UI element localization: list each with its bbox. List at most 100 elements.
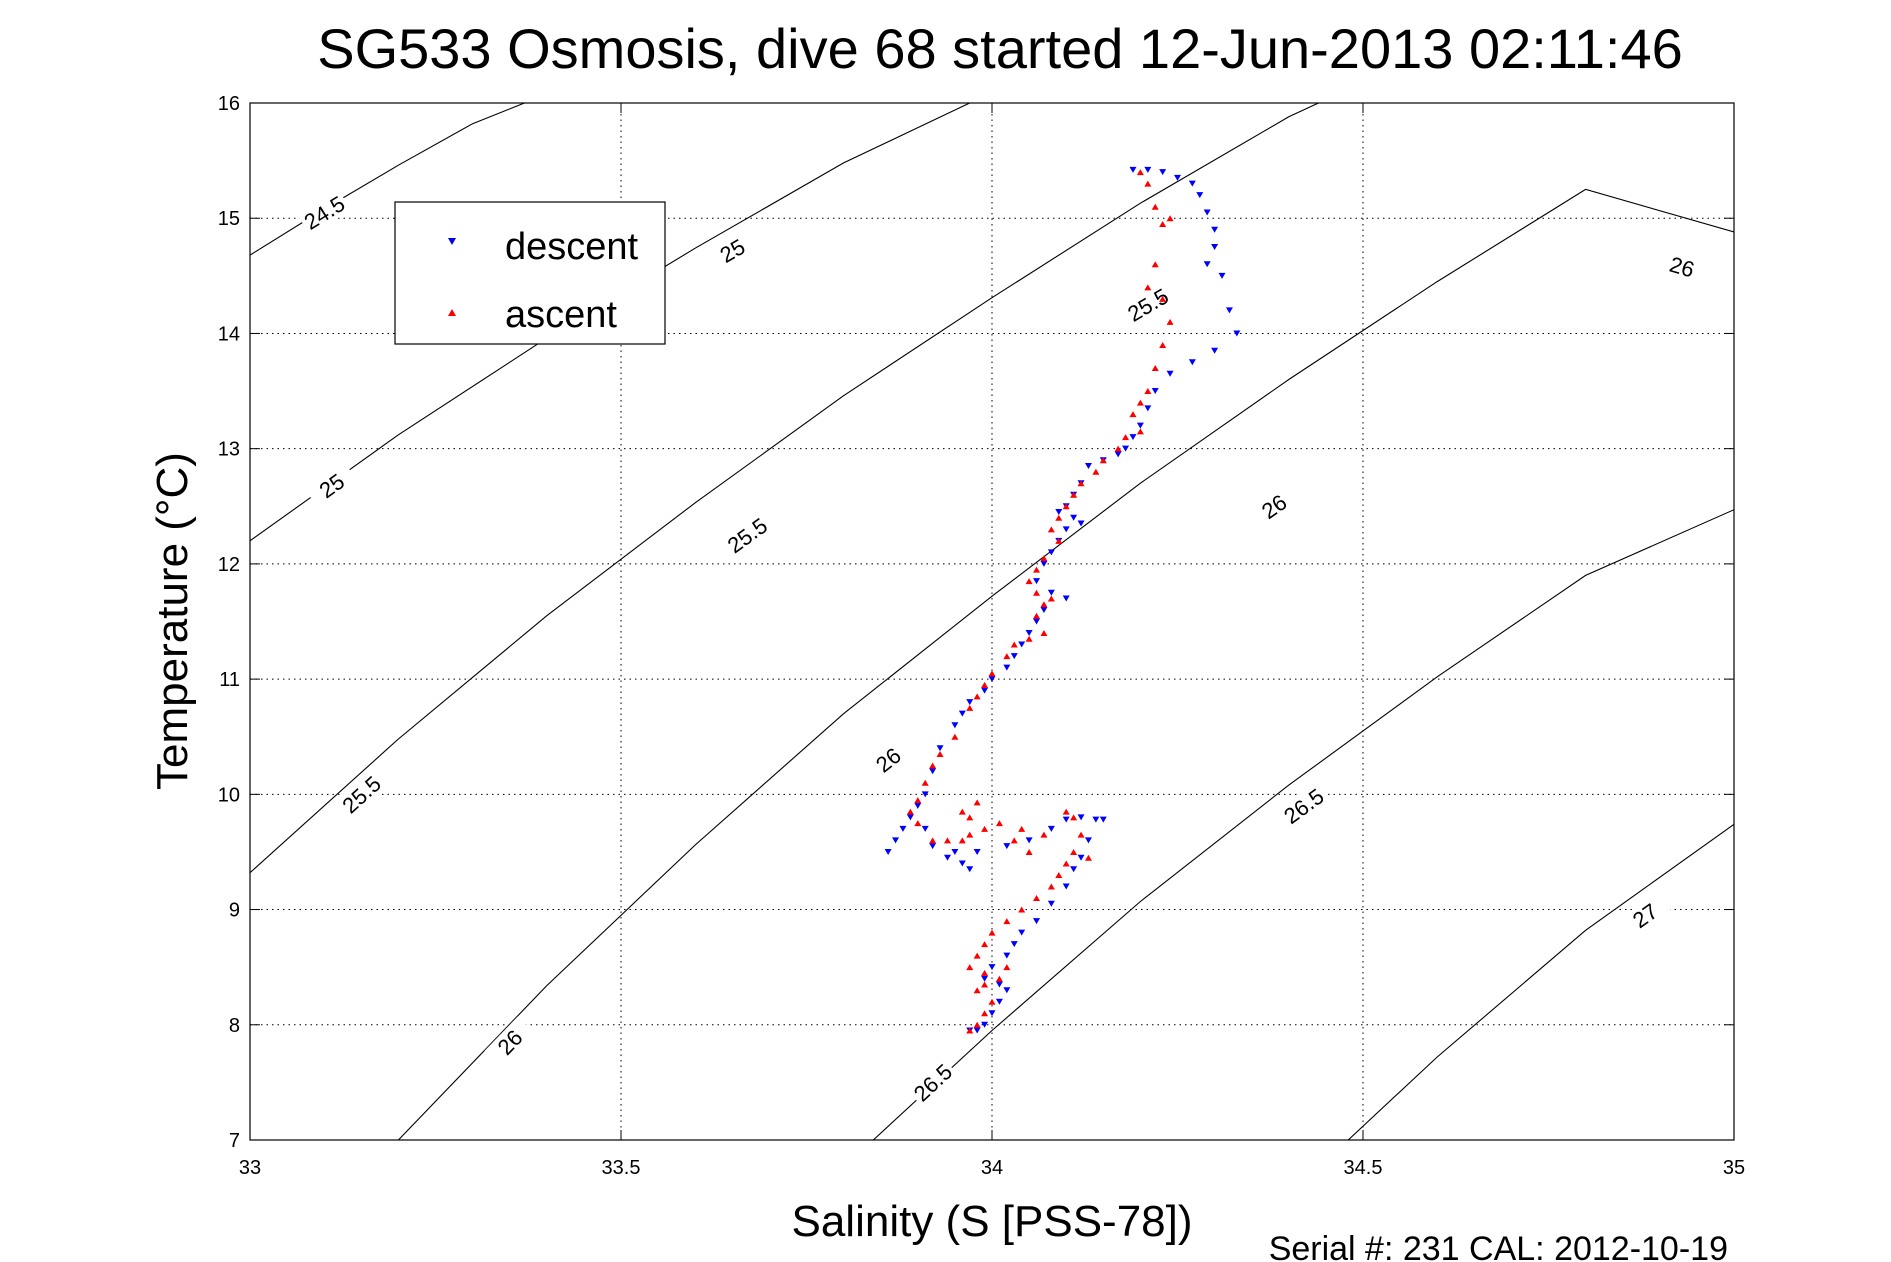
ascent-point xyxy=(981,981,989,988)
descent-point xyxy=(981,975,989,982)
descent-point xyxy=(1062,526,1070,533)
ascent-point xyxy=(966,964,974,971)
ascent-point xyxy=(1070,814,1078,821)
density-contour-27 xyxy=(1347,823,1734,1140)
contour-label-bg xyxy=(484,1016,535,1068)
descent-point xyxy=(1003,987,1011,994)
ascent-point xyxy=(973,693,981,700)
descent-point xyxy=(1144,405,1152,412)
ascent-point xyxy=(951,733,959,740)
ascent-point xyxy=(1003,653,1011,660)
descent-point xyxy=(1166,370,1174,377)
contour-label-bg xyxy=(305,461,359,510)
y-tick-label: 13 xyxy=(218,439,240,461)
descent-point xyxy=(1010,941,1018,948)
y-tick-label: 8 xyxy=(229,1015,240,1037)
descent-point xyxy=(1040,606,1048,613)
ascent-point xyxy=(1092,468,1100,475)
descent-point xyxy=(951,722,959,729)
ascent-point xyxy=(1003,918,1011,925)
descent-point xyxy=(906,814,914,821)
y-tick-label: 11 xyxy=(219,669,240,691)
ascent-point xyxy=(1084,854,1092,861)
ascent-point xyxy=(914,797,922,804)
descent-point xyxy=(1033,618,1041,625)
descent-point xyxy=(1218,272,1226,279)
descent-point xyxy=(1211,226,1219,233)
descent-point xyxy=(1151,388,1159,395)
descent-point xyxy=(1188,180,1196,187)
descent-point xyxy=(1025,837,1033,844)
descent-point xyxy=(1122,445,1130,452)
ascent-point xyxy=(1033,895,1041,902)
descent-point xyxy=(1136,422,1144,429)
ascent-point xyxy=(1055,871,1063,878)
descent-point xyxy=(951,848,959,855)
density-contour-26 xyxy=(398,188,1734,1140)
contour-label-bg xyxy=(1618,891,1672,940)
descent-point xyxy=(1047,589,1055,596)
contour-label-bg xyxy=(861,735,915,785)
descent-point xyxy=(988,964,996,971)
ascent-point xyxy=(1062,503,1070,510)
ascent-point xyxy=(1077,831,1085,838)
descent-point xyxy=(1144,166,1152,173)
descent-point xyxy=(1070,866,1078,873)
descent-point xyxy=(1018,641,1026,648)
ascent-point xyxy=(966,831,974,838)
axis-ticks: 33 33.5 34 34.5 35 7 8 9 10 11 12 13 14 15 16 xyxy=(218,93,1745,1179)
x-tick-label: 33 xyxy=(239,1157,261,1179)
ascent-point xyxy=(1159,220,1167,227)
descent-point xyxy=(966,866,974,873)
descent-point xyxy=(1062,883,1070,890)
descent-point xyxy=(1196,192,1204,199)
descent-point xyxy=(1047,549,1055,556)
y-tick-label: 15 xyxy=(218,208,240,230)
descent-point xyxy=(1070,514,1078,521)
descent-point xyxy=(1047,825,1055,832)
contour-label-bg xyxy=(1655,248,1709,285)
ascent-point xyxy=(1099,457,1107,464)
ascent-point xyxy=(1033,589,1041,596)
descent-point xyxy=(1025,630,1033,637)
ascent-point xyxy=(1122,434,1130,441)
descent-point xyxy=(973,848,981,855)
ascent-point xyxy=(1151,203,1159,210)
descent-point xyxy=(958,710,966,717)
ascent-point xyxy=(1151,365,1159,372)
ascent-point xyxy=(1040,630,1048,637)
descent-point xyxy=(981,687,989,694)
descent-point xyxy=(929,843,937,850)
descent-point xyxy=(914,802,922,809)
ascent-point xyxy=(1055,537,1063,544)
descent-point xyxy=(921,791,929,798)
ascent-point xyxy=(1077,480,1085,487)
ascent-point xyxy=(1070,491,1078,498)
legend-label-ascent: ascent xyxy=(505,294,617,336)
x-tick-label: 35 xyxy=(1723,1157,1745,1179)
ascent-point xyxy=(988,998,996,1005)
descent-point xyxy=(1225,307,1233,314)
descent-point xyxy=(966,699,974,706)
descent-point xyxy=(1114,451,1122,458)
ascent-point xyxy=(973,799,981,806)
ascent-point xyxy=(981,941,989,948)
ascent-point xyxy=(1062,808,1070,815)
x-axis-label: Salinity (S [PSS-78]) xyxy=(791,1197,1192,1246)
ascent-point xyxy=(1070,848,1078,855)
descent-point xyxy=(1159,169,1167,176)
ascent-point xyxy=(936,751,944,758)
descent-point xyxy=(1233,330,1241,337)
ascent-point xyxy=(988,670,996,677)
descent-point xyxy=(1203,261,1211,268)
ascent-point xyxy=(1055,514,1063,521)
ascent-point xyxy=(929,762,937,769)
y-tick-label: 12 xyxy=(218,554,240,576)
ascent-point xyxy=(1033,566,1041,573)
contour-label-bg xyxy=(705,228,760,273)
descent-point xyxy=(1092,816,1100,823)
ascent-point xyxy=(921,779,929,786)
density-contour-26.5 xyxy=(872,509,1734,1140)
legend-marker-ascent xyxy=(448,309,456,316)
ascent-point xyxy=(1040,601,1048,608)
